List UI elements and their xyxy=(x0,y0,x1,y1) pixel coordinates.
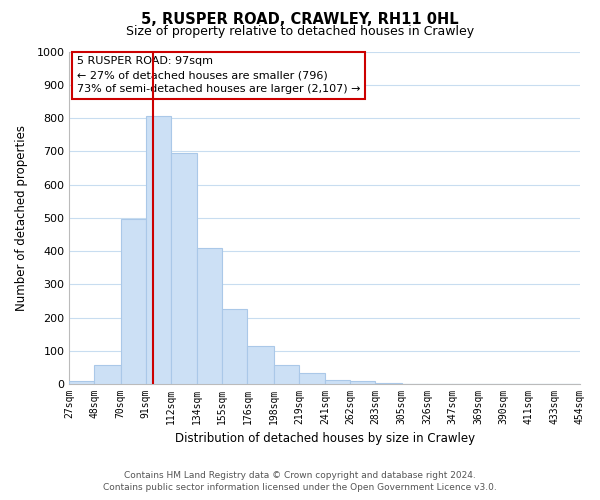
Text: Size of property relative to detached houses in Crawley: Size of property relative to detached ho… xyxy=(126,25,474,38)
Bar xyxy=(274,366,299,384)
Bar xyxy=(350,381,376,384)
Bar xyxy=(121,219,146,384)
Text: 5 RUSPER ROAD: 97sqm
← 27% of detached houses are smaller (796)
73% of semi-deta: 5 RUSPER ROAD: 97sqm ← 27% of detached h… xyxy=(77,56,361,94)
Bar xyxy=(247,346,274,384)
Bar xyxy=(325,380,350,384)
Bar xyxy=(171,153,197,384)
Text: Contains HM Land Registry data © Crown copyright and database right 2024.
Contai: Contains HM Land Registry data © Crown c… xyxy=(103,471,497,492)
Text: 5, RUSPER ROAD, CRAWLEY, RH11 0HL: 5, RUSPER ROAD, CRAWLEY, RH11 0HL xyxy=(141,12,459,28)
Bar xyxy=(69,381,94,384)
Bar xyxy=(197,248,223,384)
Bar xyxy=(146,116,171,384)
Bar xyxy=(299,372,325,384)
Y-axis label: Number of detached properties: Number of detached properties xyxy=(15,125,28,311)
Bar xyxy=(94,366,121,384)
X-axis label: Distribution of detached houses by size in Crawley: Distribution of detached houses by size … xyxy=(175,432,475,445)
Bar xyxy=(223,310,247,384)
